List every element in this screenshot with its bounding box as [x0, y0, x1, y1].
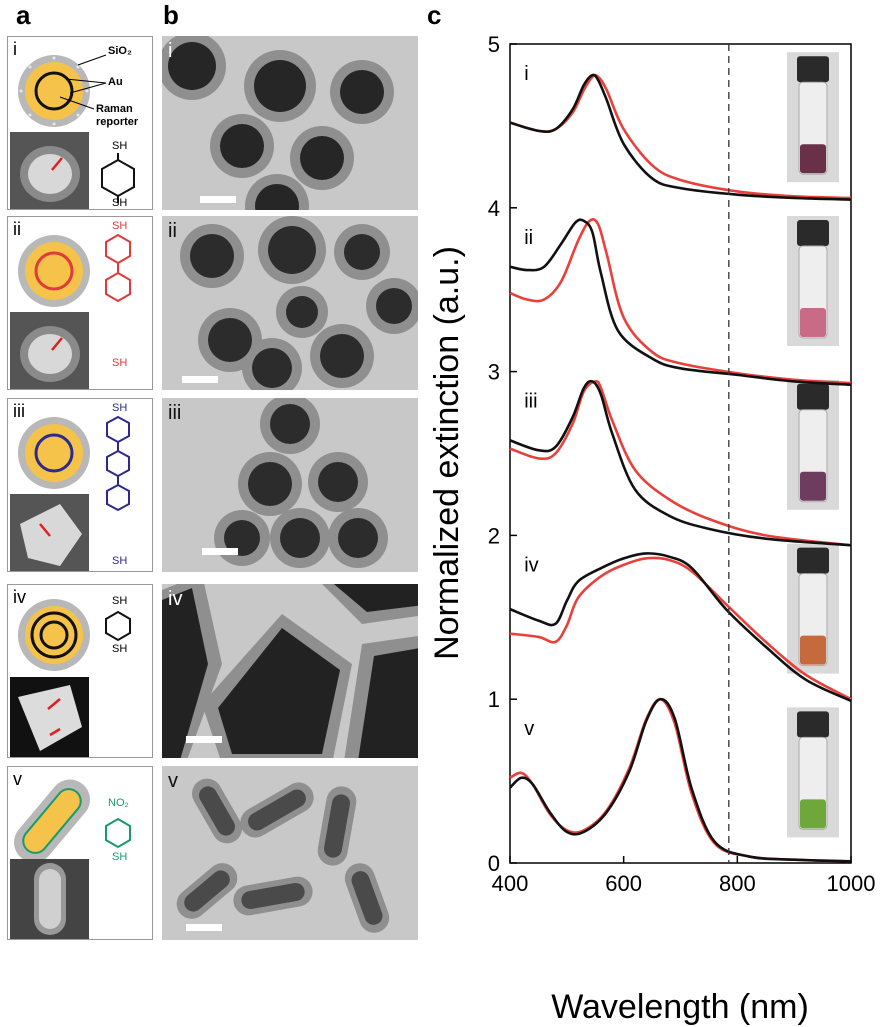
- sh-label-bottom: SH: [112, 555, 128, 567]
- row-label: i: [13, 39, 17, 59]
- sio2-label: SiO₂: [108, 45, 132, 57]
- sh-label-top: SH: [112, 140, 128, 152]
- scale-bar: [182, 376, 218, 383]
- schematic-row-i: i SiO₂ Au Raman reporter SH SH: [7, 36, 153, 210]
- series-line-iii-red: [509, 379, 852, 547]
- y-tick-label: 0: [488, 851, 500, 876]
- vial-liquid: [800, 144, 826, 174]
- tem-micrograph: [162, 766, 418, 940]
- schematic-row-iv: iv SH SH: [7, 584, 153, 758]
- tem-thumbnail: [10, 132, 89, 209]
- vial-liquid: [800, 471, 826, 501]
- series-layer: [509, 73, 852, 863]
- row-label: v: [168, 770, 178, 792]
- vial-cap: [797, 711, 829, 738]
- vial-cap: [797, 219, 829, 246]
- sh-label-bottom: SH: [112, 851, 128, 863]
- row-label: iv: [13, 587, 26, 607]
- tem-micrograph: [162, 216, 418, 390]
- y-tick-label: 4: [488, 196, 500, 221]
- series-line-i-black: [509, 73, 852, 201]
- schematic-row-iii: iii SH SH: [7, 398, 153, 572]
- tem-image-i: i: [162, 36, 418, 210]
- au-label: Au: [108, 76, 123, 88]
- row-label: i: [168, 40, 173, 62]
- curve-label: ii: [524, 227, 533, 249]
- tem-image-iii: iii: [162, 398, 418, 572]
- series-line-iv-black: [509, 552, 852, 703]
- series-line-ii-black: [509, 218, 852, 387]
- tem-thumbnail: [10, 312, 89, 389]
- vial-liquid: [800, 799, 826, 829]
- row-label: iii: [13, 401, 25, 421]
- series-line-ii-red: [509, 218, 852, 385]
- core-shell-diagram: [14, 779, 131, 863]
- vials-group: [787, 52, 839, 838]
- curve-label: iii: [524, 391, 537, 413]
- x-tick-label: 600: [605, 871, 642, 896]
- sh-label-top: SH: [112, 402, 128, 414]
- tem-micrograph: [162, 36, 418, 210]
- y-tick-label: 1: [488, 687, 500, 712]
- series-line-v-black: [509, 697, 852, 863]
- vial-cap: [797, 547, 829, 574]
- row-label: ii: [168, 220, 177, 242]
- scale-bar: [202, 548, 238, 555]
- x-tick-label: 400: [492, 871, 529, 896]
- y-tick-label: 5: [488, 32, 500, 57]
- core-shell-diagram: [18, 54, 135, 203]
- panel-c-label: c: [427, 0, 442, 30]
- panel-a-label: a: [16, 0, 31, 30]
- vial-liquid: [800, 307, 826, 337]
- core-shell-diagram: [18, 415, 130, 512]
- vial-cap: [797, 56, 829, 83]
- curve-label: v: [524, 718, 534, 740]
- series-line-iii-black: [509, 379, 852, 547]
- plot-frame: [509, 43, 852, 864]
- row-label: iii: [168, 402, 182, 424]
- panel-b-label: b: [163, 0, 179, 30]
- tem-thumbnail: [10, 677, 89, 757]
- vial-cap: [797, 383, 829, 410]
- y-tick-label: 3: [488, 360, 500, 385]
- scale-bar: [200, 196, 236, 203]
- tem-image-ii: ii: [162, 216, 418, 390]
- y-tick-label: 2: [488, 523, 500, 548]
- no2-label: NO₂: [108, 797, 129, 809]
- row-label: iv: [168, 588, 183, 610]
- raman-label: Raman: [96, 103, 133, 115]
- sh-label-bottom: SH: [112, 357, 128, 369]
- axis-ticks: 400 600 800 1000 0 1 2 3 4 5: [488, 32, 876, 896]
- series-line-iv-red: [509, 556, 852, 701]
- reporter-label: reporter: [96, 116, 139, 128]
- x-axis-label: Wavelength (nm): [551, 988, 809, 1026]
- curve-label: i: [524, 63, 528, 85]
- core-shell-diagram: [18, 233, 131, 307]
- tem-image-iv: iv: [162, 584, 418, 758]
- vial-liquid: [800, 635, 826, 665]
- tem-thumbnail: [10, 494, 89, 571]
- curve-label: iv: [524, 554, 538, 576]
- y-axis-label: Normalized extinction (a.u.): [428, 246, 466, 660]
- sh-label-top: SH: [112, 220, 128, 232]
- schematic-row-v: v NO₂ SH: [7, 766, 153, 940]
- tem-micrograph: [162, 584, 418, 758]
- tem-thumbnail: [10, 859, 89, 939]
- scale-bar: [186, 736, 222, 743]
- sh-label-top: SH: [112, 595, 128, 607]
- schematic-row-ii: ii SH SH: [7, 216, 153, 390]
- scale-bar: [186, 924, 222, 931]
- x-tick-label: 800: [719, 871, 756, 896]
- tem-image-v: v: [162, 766, 418, 940]
- row-label: v: [13, 769, 22, 789]
- core-shell-diagram: [18, 599, 131, 671]
- row-label: ii: [13, 219, 21, 239]
- x-tick-label: 1000: [827, 871, 876, 896]
- sh-label-bottom: SH: [112, 643, 128, 655]
- tem-micrograph: [162, 398, 418, 572]
- sh-label-bottom: SH: [112, 197, 128, 209]
